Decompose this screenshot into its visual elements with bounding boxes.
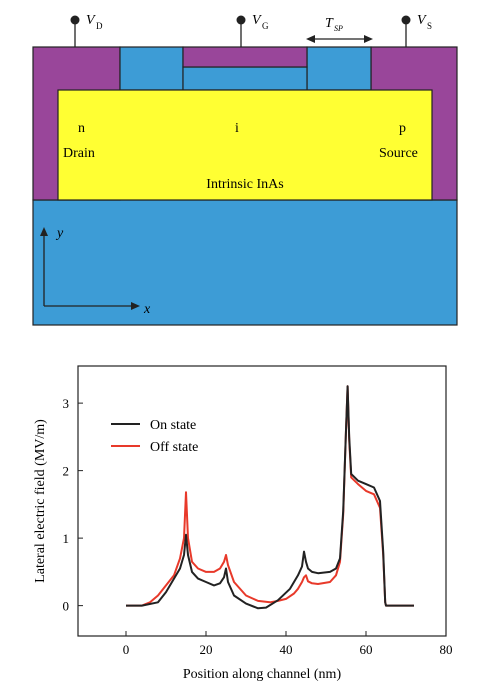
x-tick-label: 40 xyxy=(280,642,293,657)
substrate-layer xyxy=(32,199,458,326)
source-voltage-subscript: S xyxy=(427,21,432,31)
drain-voltage-label: V xyxy=(86,13,96,28)
gate-oxide xyxy=(182,66,308,91)
x-tick-label: 60 xyxy=(360,642,373,657)
drain-label: Drain xyxy=(63,146,95,161)
spacer-thickness-subscript: SP xyxy=(334,24,343,33)
y-tick-label: 3 xyxy=(63,396,70,411)
legend-label: Off state xyxy=(150,440,198,455)
series-line-off-state xyxy=(126,385,414,607)
gate-metal xyxy=(182,46,308,68)
tick-labels: 0 20 40 60 80 0 1 2 3 xyxy=(63,396,453,657)
channel-material-label: Intrinsic InAs xyxy=(206,177,283,192)
source-terminal: V S xyxy=(401,13,432,47)
y-tick-label: 0 xyxy=(63,599,70,614)
drain-terminal: V D xyxy=(70,13,103,47)
x-tick-label: 80 xyxy=(440,642,453,657)
series-lines xyxy=(126,385,414,610)
gate-terminal: V G xyxy=(236,13,269,47)
y-axis-label: Lateral electric field (MV/m) xyxy=(33,419,48,583)
legend: On state Off state xyxy=(111,418,198,455)
y-axis-letter: y xyxy=(55,226,64,241)
device-schematic: V D V G V S T SP n Drain i p Source Intr… xyxy=(32,13,458,326)
y-tick-label: 1 xyxy=(63,531,70,546)
y-tick-label: 2 xyxy=(63,464,70,479)
i-region-label: i xyxy=(235,121,239,136)
drain-spacer xyxy=(119,46,184,91)
gate-voltage-label: V xyxy=(252,13,262,28)
coordinate-axes: y x xyxy=(40,226,151,317)
drain-voltage-subscript: D xyxy=(96,21,103,31)
source-spacer xyxy=(306,46,372,91)
spacer-thickness-label: T xyxy=(325,16,334,31)
series-line-on-state xyxy=(126,385,414,610)
x-axis-label: Position along channel (nm) xyxy=(183,667,342,682)
field-chart: 0 20 40 60 80 0 1 2 3 Position along channel (nm… xyxy=(33,365,453,682)
gate-voltage-subscript: G xyxy=(262,21,269,31)
p-region-label: p xyxy=(399,121,406,136)
source-label: Source xyxy=(379,146,418,161)
source-voltage-label: V xyxy=(417,13,427,28)
x-tick-label: 0 xyxy=(123,642,130,657)
spacer-thickness-arrow: T SP xyxy=(306,16,373,43)
n-region-label: n xyxy=(78,121,85,136)
x-tick-label: 20 xyxy=(200,642,213,657)
legend-label: On state xyxy=(150,418,196,433)
plot-frame xyxy=(77,365,447,637)
channel-layer xyxy=(57,89,433,201)
x-axis-letter: x xyxy=(143,302,151,317)
